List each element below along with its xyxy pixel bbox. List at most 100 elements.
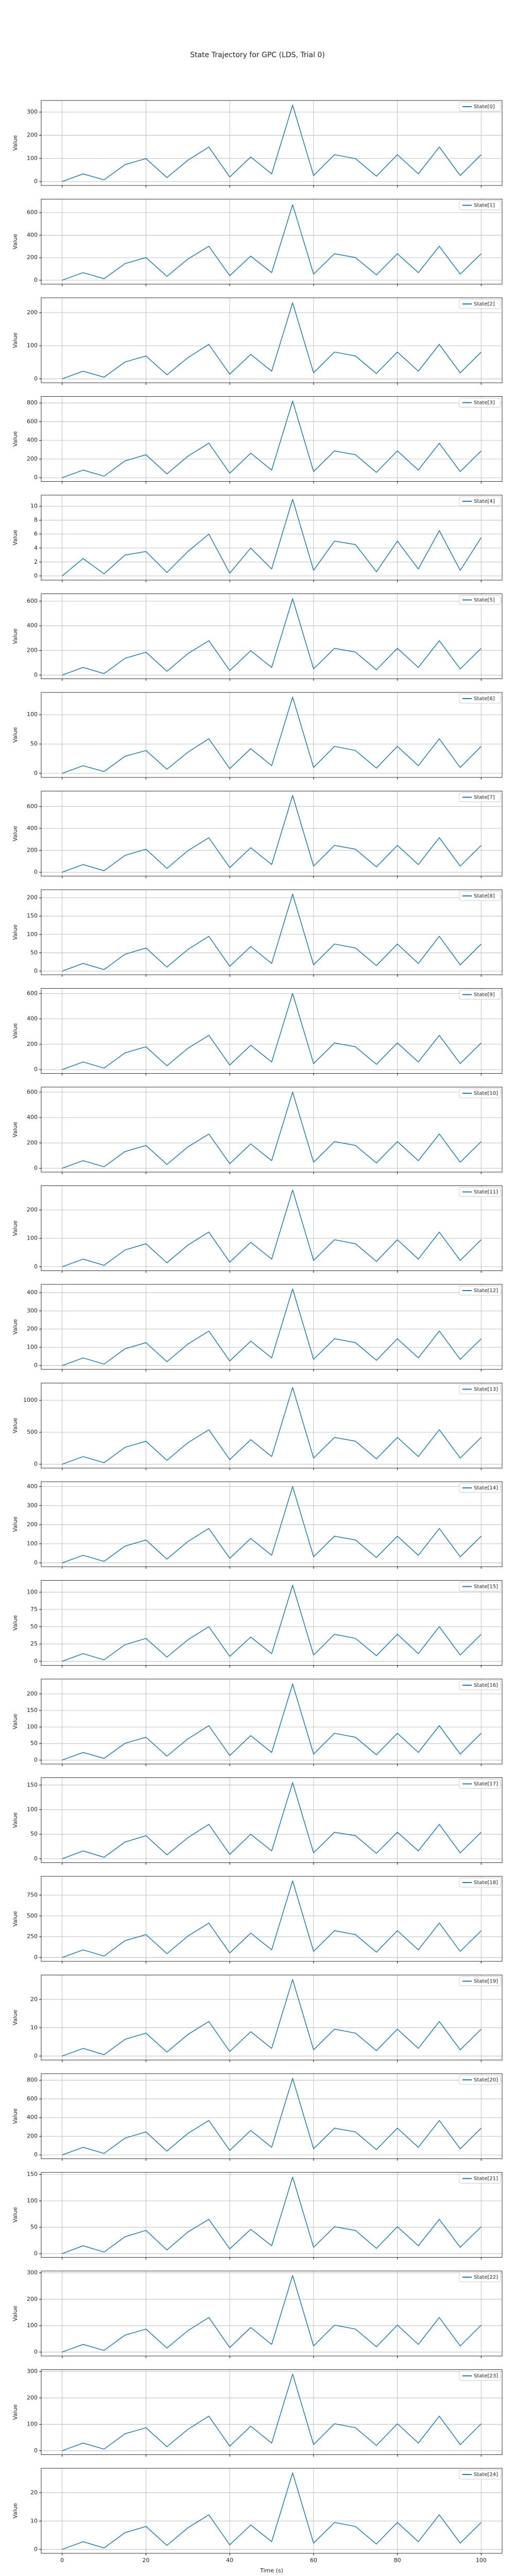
y-tick-label: 400 bbox=[27, 2114, 38, 2121]
legend-box bbox=[459, 398, 501, 408]
y-tick-label: 75 bbox=[30, 1606, 38, 1613]
y-tick-label: 100 bbox=[27, 711, 38, 718]
y-tick-label: 150 bbox=[27, 1707, 38, 1714]
series-line bbox=[62, 697, 482, 774]
series-line bbox=[62, 1387, 482, 1465]
y-tick-label: 0 bbox=[34, 572, 38, 579]
y-tick-label: 600 bbox=[27, 990, 38, 996]
axes-frame bbox=[41, 1876, 503, 1962]
y-tick-label: 4 bbox=[34, 545, 38, 551]
y-tick-label: 50 bbox=[30, 1623, 38, 1630]
series-line bbox=[62, 302, 482, 380]
x-tick-label: 0 bbox=[60, 2557, 64, 2564]
legend-box bbox=[459, 792, 501, 802]
y-tick-label: 300 bbox=[27, 1307, 38, 1314]
legend-box bbox=[459, 2469, 501, 2480]
axes-frame bbox=[41, 692, 503, 778]
axes-frame bbox=[41, 1975, 503, 2060]
legend-box bbox=[459, 595, 501, 605]
x-tick-label: 100 bbox=[476, 2557, 487, 2564]
series-line bbox=[62, 893, 482, 972]
axes-frame bbox=[41, 1481, 503, 1567]
y-axis-label: Value bbox=[12, 332, 19, 348]
legend-box bbox=[459, 496, 501, 506]
y-tick-label: 150 bbox=[27, 912, 38, 919]
series-line bbox=[62, 105, 482, 182]
series-line bbox=[62, 2374, 482, 2451]
legend-label: State[16] bbox=[474, 1683, 498, 1688]
y-tick-label: 300 bbox=[27, 2269, 38, 2276]
axes-frame bbox=[41, 889, 503, 975]
y-tick-label: 6 bbox=[34, 531, 38, 537]
legend-label: State[22] bbox=[474, 2275, 498, 2280]
y-tick-label: 300 bbox=[27, 2368, 38, 2375]
y-tick-label: 0 bbox=[34, 2053, 38, 2059]
y-tick-label: 0 bbox=[34, 2546, 38, 2552]
y-tick-label: 20 bbox=[30, 1996, 38, 2003]
legend-label: State[19] bbox=[474, 1979, 498, 1985]
y-tick-label: 25 bbox=[30, 1640, 38, 1647]
series-line bbox=[62, 499, 482, 577]
axes-frame bbox=[41, 1777, 503, 1863]
x-axis-label: Time (s) bbox=[260, 2567, 283, 2574]
y-tick-label: 50 bbox=[30, 949, 38, 956]
y-tick-label: 200 bbox=[27, 1139, 38, 1146]
y-tick-label: 500 bbox=[27, 1429, 38, 1435]
y-tick-label: 0 bbox=[34, 2250, 38, 2257]
y-tick-label: 0 bbox=[34, 1066, 38, 1073]
y-tick-label: 0 bbox=[34, 1657, 38, 1664]
y-tick-label: 600 bbox=[27, 803, 38, 809]
y-tick-label: 200 bbox=[27, 894, 38, 901]
legend-box bbox=[459, 1582, 501, 1591]
y-tick-label: 150 bbox=[27, 2171, 38, 2178]
legend-box bbox=[459, 1779, 501, 1789]
y-tick-label: 50 bbox=[30, 1740, 38, 1747]
series-line bbox=[62, 1486, 482, 1564]
legend-box bbox=[459, 200, 501, 210]
y-tick-label: 800 bbox=[27, 399, 38, 406]
y-tick-label: 0 bbox=[34, 1165, 38, 1172]
series-line bbox=[62, 400, 482, 478]
y-tick-label: 0 bbox=[34, 869, 38, 875]
y-tick-label: 100 bbox=[27, 1723, 38, 1730]
axes-frame bbox=[41, 594, 503, 679]
y-tick-label: 100 bbox=[27, 1540, 38, 1547]
y-tick-label: 400 bbox=[27, 437, 38, 444]
y-tick-label: 0 bbox=[34, 2447, 38, 2454]
y-tick-label: 400 bbox=[27, 231, 38, 238]
legend-label: State[14] bbox=[474, 1485, 498, 1491]
y-tick-label: 150 bbox=[27, 1782, 38, 1788]
y-axis-label: Value bbox=[12, 1023, 19, 1039]
axes-frame bbox=[41, 2468, 503, 2554]
legend-label: State[11] bbox=[474, 1190, 498, 1195]
y-tick-label: 200 bbox=[27, 254, 38, 261]
y-tick-label: 0 bbox=[34, 1756, 38, 1763]
y-tick-label: 250 bbox=[27, 1933, 38, 1940]
y-axis-label: Value bbox=[12, 1221, 19, 1236]
legend-label: State[17] bbox=[474, 1782, 498, 1787]
y-axis-label: Value bbox=[12, 1319, 19, 1334]
axes-frame bbox=[41, 2172, 503, 2258]
legend-box bbox=[459, 1088, 501, 1098]
y-axis-label: Value bbox=[12, 234, 19, 249]
axes-frame bbox=[41, 1383, 503, 1468]
axes-frame bbox=[41, 791, 503, 876]
y-axis-label: Value bbox=[12, 2503, 19, 2518]
legend-box bbox=[459, 1680, 501, 1690]
y-tick-label: 200 bbox=[27, 1206, 38, 1213]
axes-frame bbox=[41, 1284, 503, 1370]
series-line bbox=[62, 1782, 482, 1859]
y-axis-label: Value bbox=[12, 1911, 19, 1926]
axes-frame bbox=[41, 2073, 503, 2159]
y-axis-label: Value bbox=[12, 530, 19, 545]
y-axis-label: Value bbox=[12, 1812, 19, 1828]
axes-frame bbox=[41, 100, 503, 186]
legend-label: State[10] bbox=[474, 1091, 498, 1096]
y-tick-label: 200 bbox=[27, 2132, 38, 2139]
y-tick-label: 0 bbox=[34, 2348, 38, 2355]
y-tick-label: 750 bbox=[27, 1891, 38, 1898]
y-tick-label: 600 bbox=[27, 418, 38, 425]
y-tick-label: 800 bbox=[27, 2077, 38, 2083]
y-tick-label: 400 bbox=[27, 1289, 38, 1296]
